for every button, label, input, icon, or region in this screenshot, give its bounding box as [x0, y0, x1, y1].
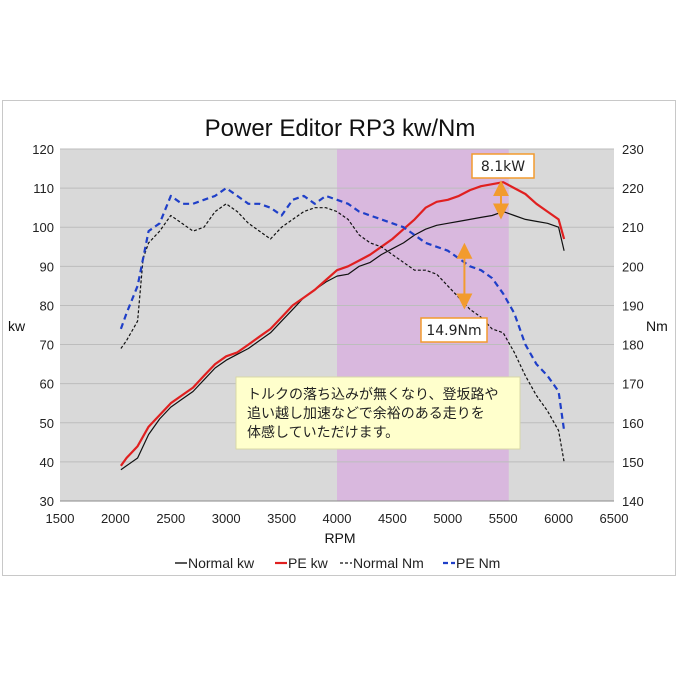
legend-label: Normal kw	[188, 555, 255, 571]
y-right-tick-label: 210	[622, 220, 644, 235]
x-tick-label: 1500	[46, 511, 75, 526]
y-right-tick-label: 200	[622, 259, 644, 274]
chart-title: Power Editor RP3 kw/Nm	[205, 115, 476, 142]
x-tick-label: 5500	[489, 511, 518, 526]
y-left-tick-label: 30	[40, 494, 54, 509]
y-right-tick-label: 220	[622, 181, 644, 196]
y-left-tick-label: 40	[40, 455, 54, 470]
x-tick-label: 5000	[433, 511, 462, 526]
y-right-tick-label: 190	[622, 298, 644, 313]
annotations: 8.1kW 14.9Nm トルクの落ち込みが無くなり、登坂路や追い越し加速などで余裕…	[235, 153, 535, 450]
y-right-tick-label: 140	[622, 494, 644, 509]
x-tick-label: 4000	[323, 511, 352, 526]
y-right-tick-label: 230	[622, 142, 644, 157]
series-line-normal-nm	[120, 203, 565, 463]
x-tick-label: 3500	[267, 511, 296, 526]
y-left-tick-label: 110	[33, 181, 54, 196]
x-tick-label: 6000	[544, 511, 573, 526]
y-left-tick-label: 70	[40, 338, 54, 353]
x-tick-label: 4500	[378, 511, 407, 526]
x-tick-label: 2000	[101, 511, 130, 526]
x-axis-title: RPM	[324, 530, 355, 546]
y-left-tick-label: 50	[40, 416, 54, 431]
y-right-tick-label: 160	[622, 416, 644, 431]
y-axis-left-title: kw	[8, 318, 26, 334]
nm-gain-label: 14.9Nm	[426, 323, 481, 339]
y-left-tick-label: 90	[40, 259, 54, 274]
note-line: トルクの落ち込みが無くなり、登坂路や	[247, 387, 498, 403]
y-left-tick-label: 120	[32, 142, 54, 157]
x-tick-label: 3000	[212, 511, 241, 526]
legend-label: Normal Nm	[353, 555, 424, 571]
legend-label: PE kw	[288, 555, 329, 571]
note-line: 体感していただけます。	[247, 424, 399, 441]
y-left-tick-label: 60	[40, 377, 54, 392]
y-left-tick-label: 100	[32, 220, 54, 235]
y-right-tick-label: 180	[622, 338, 644, 353]
legend: Normal kw PE kw Normal Nm PE Nm	[175, 555, 500, 571]
tick-labels: 1500 2000 2500 3000 3500 4000 4500 5000 5500 6000…	[32, 142, 643, 526]
x-tick-label: 6500	[600, 511, 629, 526]
legend-label: PE Nm	[456, 555, 500, 571]
y-right-tick-label: 150	[622, 455, 644, 470]
kw-gain-callout	[471, 153, 535, 179]
y-left-tick-label: 80	[40, 298, 54, 313]
note-box	[235, 376, 521, 450]
note-line: 追い越し加速などで余裕のある走りを	[247, 405, 485, 422]
y-axis-right-title: Nm	[646, 318, 668, 334]
kw-gain-label: 8.1kW	[481, 159, 525, 175]
nm-gain-callout	[420, 317, 488, 343]
y-right-tick-label: 170	[622, 377, 644, 392]
x-tick-label: 2500	[156, 511, 185, 526]
